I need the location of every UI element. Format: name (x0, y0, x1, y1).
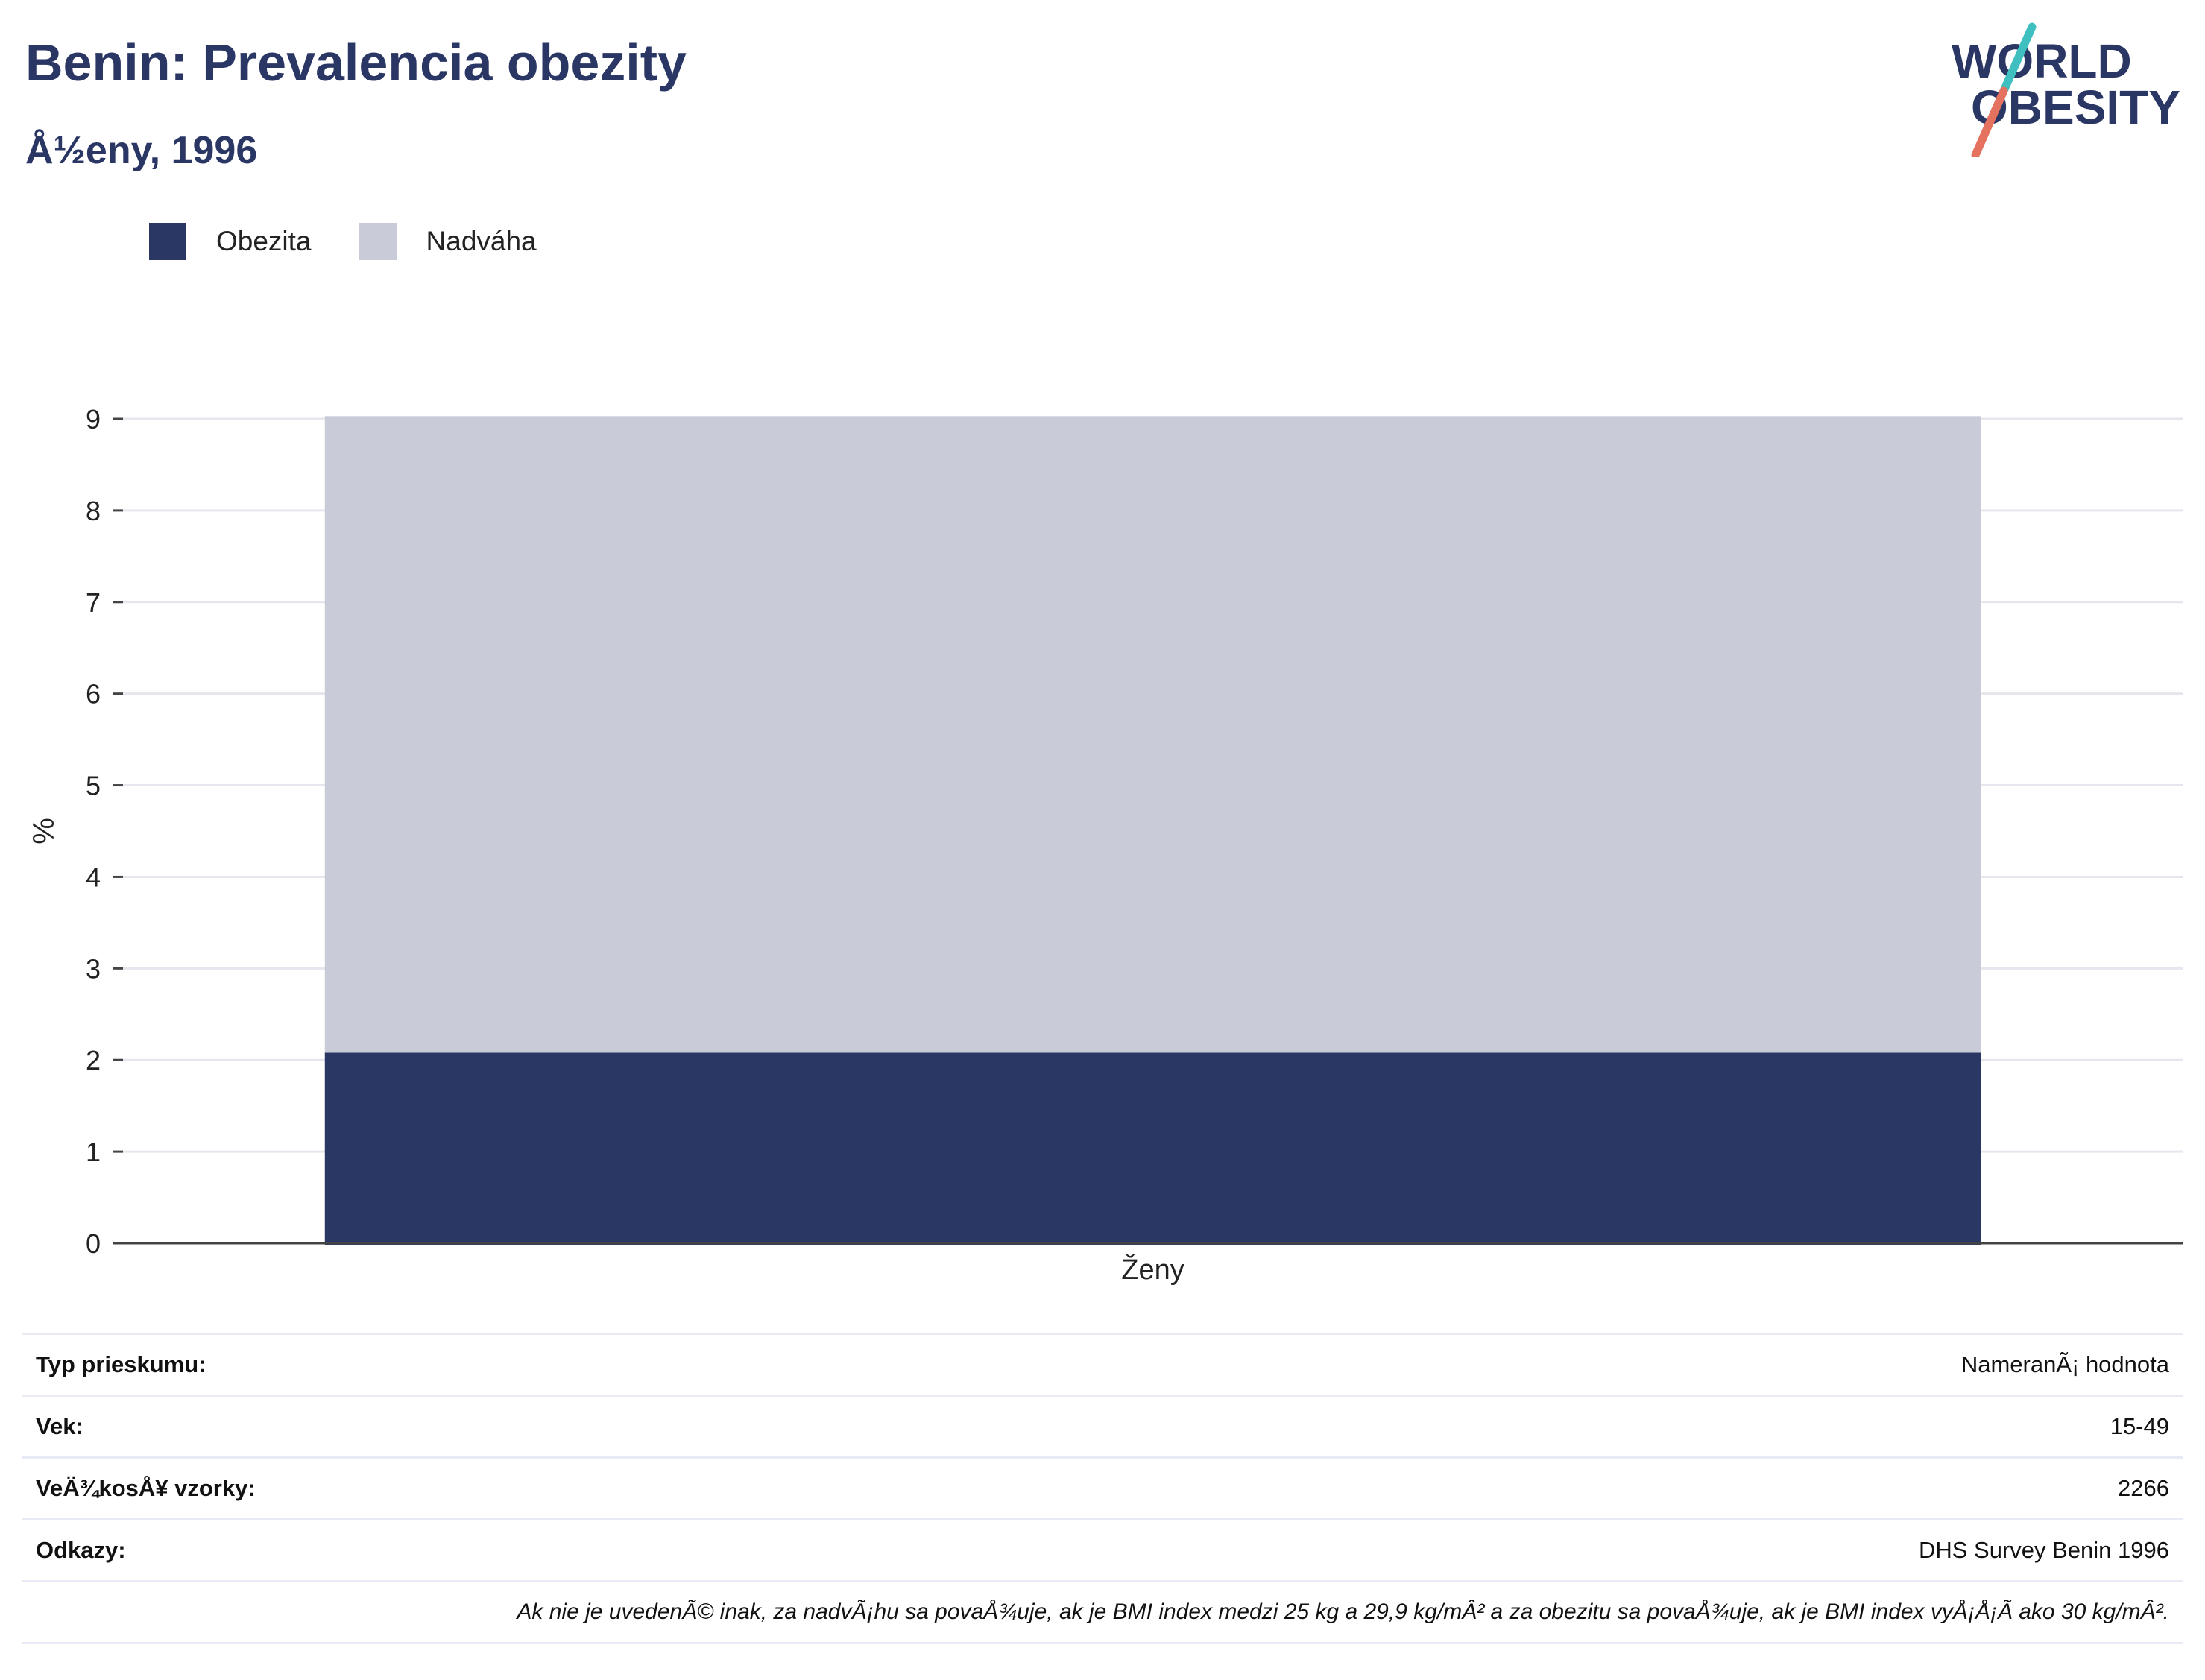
info-key-survey-type: Typ prieskumu: (36, 1351, 206, 1377)
y-tick-label: 3 (86, 953, 101, 984)
y-tick-label: 1 (86, 1137, 101, 1167)
info-value-sample-size: 2266 (2118, 1475, 2169, 1501)
logo-slash-top (1999, 22, 2037, 95)
logo-text-world: WORLD (1952, 34, 2132, 88)
page-title: Benin: Prevalencia obezity (25, 34, 687, 92)
bar-obezita (324, 1052, 1981, 1245)
y-tick-label: 7 (86, 587, 101, 618)
info-footnote: Ak nie je uvedenÃ© inak, za nadvÃ¡hu sa … (517, 1600, 2169, 1624)
bar-nadv-ha (324, 416, 1981, 1053)
y-axis-title: % (28, 818, 60, 844)
legend-label-nadvaha: Nadváha (426, 226, 537, 256)
legend-swatch-obezita (149, 223, 186, 260)
x-category-label: Ženy (1121, 1254, 1184, 1286)
info-row-age: Vek: 15-49 (22, 1395, 2183, 1458)
legend-item-nadvaha[interactable]: Nadváha (359, 223, 537, 260)
info-key-sample-size: VeÄ¾kosÅ¥ vzorky: (36, 1475, 256, 1501)
world-obesity-logo: WORLD OBESITY (1952, 22, 2180, 157)
legend-swatch-nadvaha (359, 223, 397, 260)
y-tick-label: 5 (86, 771, 101, 801)
info-value-survey-type: NameranÃ¡ hodnota (1960, 1351, 2169, 1377)
info-key-age: Vek: (36, 1413, 83, 1439)
y-tick-label: 6 (86, 679, 101, 710)
info-row-note: Ak nie je uvedenÃ© inak, za nadvÃ¡hu sa … (22, 1581, 2183, 1643)
legend-label-obezita: Obezita (216, 226, 312, 256)
logo-slash-bottom (1971, 86, 2008, 157)
y-tick-label: 4 (86, 862, 101, 892)
chart-legend: Obezita Nadváha (149, 221, 584, 262)
y-tick-label: 0 (86, 1228, 101, 1259)
info-row-survey-type: Typ prieskumu: NameranÃ¡ hodnota (22, 1333, 2183, 1396)
bar-chart: 0 1 2 3 4 5 6 7 8 9 Ženy% (28, 404, 2183, 1286)
legend-item-obezita[interactable]: Obezita (149, 223, 312, 260)
y-tick-label: 8 (86, 496, 101, 526)
page-subtitle: Å½eny, 1996 (25, 129, 258, 172)
survey-info-table: Typ prieskumu: NameranÃ¡ hodnota Vek: 15… (22, 1333, 2183, 1644)
y-tick-label: 9 (86, 404, 101, 435)
info-key-references: Odkazy: (36, 1537, 126, 1563)
info-row-sample-size: VeÄ¾kosÅ¥ vzorky: 2266 (22, 1457, 2183, 1520)
info-value-age: 15-49 (2110, 1413, 2169, 1439)
info-value-references: DHS Survey Benin 1996 (1918, 1537, 2169, 1563)
info-row-references: Odkazy: DHS Survey Benin 1996 (22, 1519, 2183, 1582)
y-tick-label: 2 (86, 1045, 101, 1076)
